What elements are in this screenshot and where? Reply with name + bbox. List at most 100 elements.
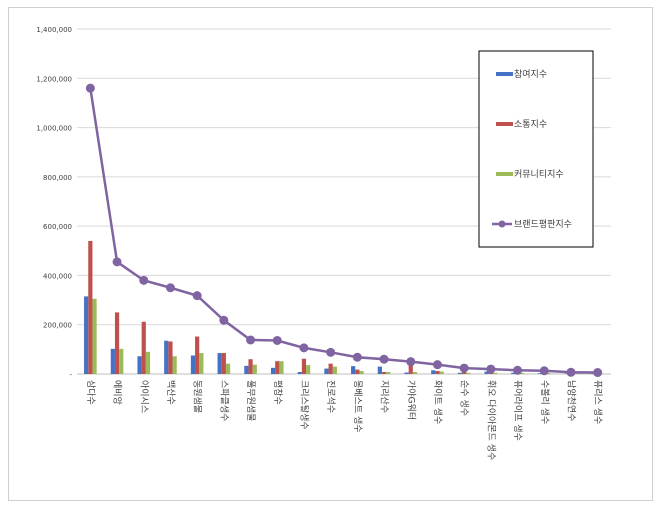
x-tick-label: 진로석수 [325, 380, 336, 413]
bar [137, 356, 142, 374]
x-axis: 삼다수 에비앙 아이시스 백산수 동원샘물 스파클생수 풀무원샘물 평창수 크리스탈생수 진로석수… [85, 380, 603, 460]
x-tick-label: 가야G워터 [405, 380, 416, 420]
bar [462, 372, 467, 374]
brand-series-point [112, 257, 122, 267]
brand-series-point [352, 352, 362, 362]
brand-series-point [379, 354, 389, 364]
bar [466, 372, 471, 374]
brand-series-point [192, 291, 202, 301]
bar [408, 365, 413, 374]
bar [435, 371, 440, 374]
brand-series-point [299, 343, 309, 353]
bar [110, 348, 115, 374]
bar [164, 340, 169, 374]
bars [84, 240, 604, 374]
bar [252, 364, 257, 374]
x-tick-label: 평창수 [272, 380, 283, 405]
x-tick-label: 몽베스트 생수 [352, 380, 363, 433]
bar [199, 353, 204, 374]
bar [377, 366, 382, 374]
bar [492, 372, 498, 374]
bar [114, 312, 120, 374]
bar [546, 373, 551, 374]
x-tick-label: 백산수 [165, 380, 176, 405]
bar [225, 363, 231, 374]
bar [381, 372, 387, 374]
bar [92, 298, 97, 374]
brand-series-point [219, 315, 229, 325]
bar [297, 372, 302, 374]
legend-swatch [496, 72, 513, 76]
bar [355, 369, 360, 374]
bar [386, 372, 391, 374]
x-tick-label: 풀무원샘물 [245, 380, 256, 421]
bar [195, 336, 200, 374]
bar [141, 321, 146, 374]
brand-series-point [539, 366, 549, 376]
bar [145, 351, 151, 374]
brand-series-point [593, 368, 603, 378]
x-tick-label: 퓨리스 생수 [592, 380, 603, 424]
x-tick-label: 동원샘물 [192, 380, 203, 413]
x-tick-label: 순수 생수 [459, 380, 470, 416]
y-tick-label: 200,000 [43, 322, 72, 330]
y-tick-label: 1,200,000 [36, 75, 72, 83]
brand-series-point [566, 367, 576, 377]
bar [431, 370, 436, 374]
x-tick-label: 아이시스 [138, 380, 149, 413]
legend-swatch [496, 172, 513, 176]
bar [275, 361, 280, 374]
brand-series-point [406, 357, 416, 367]
bar [217, 353, 222, 374]
bar [328, 363, 333, 374]
brand-series-point [432, 360, 442, 370]
bar [359, 371, 364, 374]
bar [439, 371, 444, 374]
bar [301, 358, 307, 374]
bar [457, 372, 463, 374]
bar [190, 355, 196, 374]
y-tick-label: 1,400,000 [36, 26, 72, 34]
bar [412, 372, 418, 374]
brand-line [85, 83, 603, 378]
chart-svg: - 200,000 400,000 600,000 800,000 1,000,000 1,… [36, 26, 611, 460]
bar [84, 296, 89, 374]
bar [511, 372, 516, 374]
brand-series-point [246, 335, 256, 345]
legend-label: 브랜드평판지수 [514, 219, 572, 230]
x-tick-label: 휘오 다이아몬드 생수 [485, 380, 496, 460]
x-tick-label: 스파클생수 [218, 380, 229, 421]
x-tick-label: 수볼리 생수 [539, 380, 550, 424]
grid-lines [77, 28, 611, 375]
bar [306, 365, 311, 374]
bar [270, 367, 276, 374]
bar [279, 361, 284, 374]
brand-series-point [513, 365, 523, 375]
bar [519, 372, 524, 374]
legend-label: 커뮤니티지수 [514, 169, 564, 180]
legend-box [478, 50, 594, 248]
brand-series-point [459, 363, 469, 373]
x-tick-label: 삼다수 [85, 380, 96, 405]
brand-series-point [165, 283, 175, 293]
bar [484, 371, 489, 374]
legend-marker [498, 220, 506, 228]
x-tick-label: 화이트 생수 [432, 380, 443, 424]
y-axis: - 200,000 400,000 600,000 800,000 1,000,000 1,… [36, 26, 72, 379]
brand-series-point [486, 364, 496, 374]
legend-label: 참여지수 [514, 68, 547, 80]
bar [404, 372, 409, 374]
legend-swatch [496, 122, 513, 126]
y-tick-label: 400,000 [43, 272, 72, 280]
y-tick-label: - [69, 371, 72, 379]
x-tick-label: 남양천연수 [565, 380, 576, 421]
y-tick-label: 600,000 [43, 223, 72, 231]
brand-series-point [139, 275, 149, 285]
x-tick-label: 지리산수 [379, 380, 390, 413]
bar [248, 359, 253, 374]
x-tick-label: 에비앙 [112, 380, 124, 405]
bar [244, 365, 249, 374]
brand-series-point [326, 347, 336, 357]
bar [221, 353, 226, 374]
